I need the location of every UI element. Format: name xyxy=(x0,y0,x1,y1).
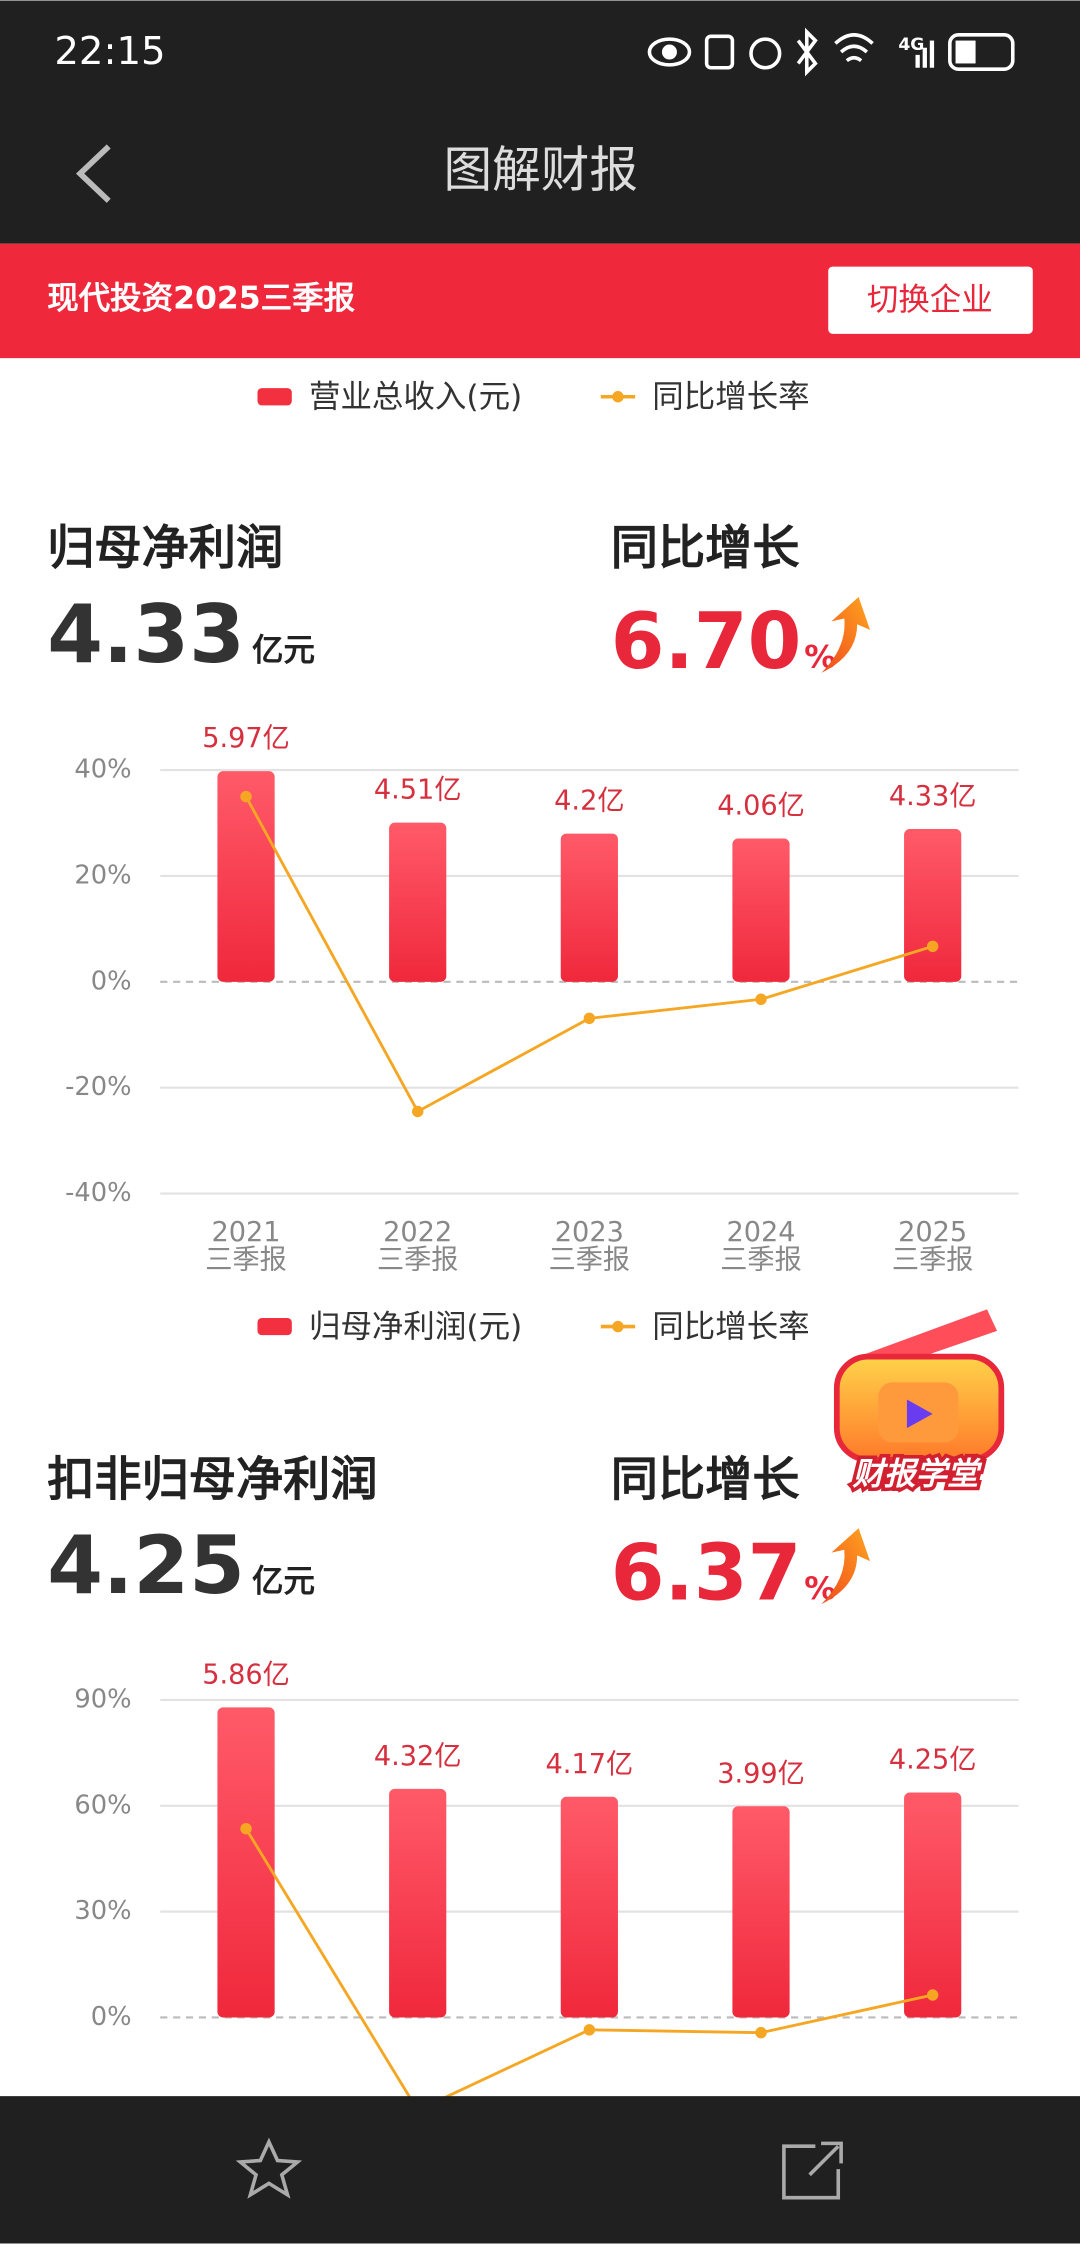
legend-label: 同比增长率 xyxy=(652,379,809,415)
bar xyxy=(560,1796,618,2018)
favorite-button[interactable] xyxy=(235,2137,303,2199)
x-tick-label: 三季报 xyxy=(377,1244,458,1275)
x-tick-label: 2025 xyxy=(898,1217,967,1248)
bar xyxy=(904,1792,962,2018)
legend-label: 同比增长率 xyxy=(652,1309,809,1345)
bar xyxy=(904,829,962,982)
value-label: 4.32亿 xyxy=(374,1741,462,1772)
growth-unit: % xyxy=(804,640,836,676)
status-time: 22:15 xyxy=(54,29,165,74)
line-point xyxy=(583,2024,596,2036)
switch-button-label[interactable]: 切换企业 xyxy=(867,282,993,318)
headline-unit: 亿元 xyxy=(252,632,315,668)
x-tick-label: 三季报 xyxy=(892,1244,973,1275)
banner-title: 现代投资2025三季报 xyxy=(47,280,355,316)
line-point xyxy=(411,1105,424,1118)
bar xyxy=(732,838,790,982)
growth-title: 同比增长 xyxy=(611,1452,801,1507)
y-tick-label: 30% xyxy=(74,1896,131,1926)
y-tick-label: 20% xyxy=(74,860,131,890)
value-label: 3.99亿 xyxy=(717,1758,805,1789)
y-tick-label: -20% xyxy=(65,1072,132,1102)
y-tick-label: -40% xyxy=(65,1178,132,1208)
value-label: 4.51亿 xyxy=(374,775,462,806)
x-tick-label: 2024 xyxy=(726,1217,795,1248)
header-title: 图解财报 xyxy=(443,143,637,199)
x-tick-label: 2023 xyxy=(555,1217,624,1248)
bottom-bar xyxy=(0,2096,1080,2244)
line-point xyxy=(755,993,767,1006)
y-tick-label: 40% xyxy=(74,755,131,785)
growth-unit: % xyxy=(804,1571,836,1607)
section-title: 归母净利润 xyxy=(47,521,283,576)
badge-label[interactable]: 财报学堂 xyxy=(848,1453,987,1496)
growth-value: 6.37 xyxy=(611,1528,802,1618)
line-point xyxy=(755,2026,767,2039)
share-button[interactable] xyxy=(782,2141,843,2200)
x-tick-label: 2022 xyxy=(383,1217,452,1248)
bar xyxy=(217,1707,275,2018)
legend-swatch xyxy=(257,1317,292,1336)
headline-unit: 亿元 xyxy=(252,1564,315,1600)
switch-button[interactable] xyxy=(828,266,1033,334)
legend-label: 营业总收入(元) xyxy=(309,379,522,415)
value-label: 4.25亿 xyxy=(889,1745,977,1776)
signal xyxy=(915,40,935,68)
value-label: 4.2亿 xyxy=(554,786,624,817)
top-bar xyxy=(0,0,1080,244)
y-tick-label: 90% xyxy=(74,1684,131,1714)
growth-title: 同比增长 xyxy=(611,521,801,576)
bar xyxy=(560,833,618,982)
section-title: 扣非归母净利润 xyxy=(47,1452,377,1507)
badge[interactable]: 财报学堂 xyxy=(833,1309,1005,1496)
growth-value: 6.70 xyxy=(611,597,802,687)
value-label: 5.86亿 xyxy=(202,1659,290,1690)
bar xyxy=(389,822,447,982)
legend-swatch xyxy=(612,1320,624,1333)
line-point xyxy=(926,1989,939,2001)
value-label: 5.97亿 xyxy=(202,723,290,754)
bar xyxy=(732,1806,790,2018)
legend-swatch xyxy=(612,391,624,403)
y-tick-label: 60% xyxy=(74,1790,131,1820)
bar xyxy=(217,771,275,982)
x-tick-label: 三季报 xyxy=(720,1244,801,1275)
value-label: 4.17亿 xyxy=(546,1749,634,1780)
line-point xyxy=(926,940,939,953)
x-tick-label: 三季报 xyxy=(549,1244,630,1275)
legend-swatch xyxy=(257,388,292,406)
back-button[interactable] xyxy=(75,144,111,203)
value-label: 4.06亿 xyxy=(717,791,805,822)
line-point xyxy=(240,1822,252,1835)
headline-value: 4.25 xyxy=(47,1519,245,1612)
y-tick-label: 0% xyxy=(91,2002,132,2032)
growth-arrow xyxy=(821,597,871,673)
line-point xyxy=(240,790,252,803)
x-tick-label: 2021 xyxy=(211,1217,280,1248)
line-point xyxy=(583,1012,596,1025)
y-tick-label: 0% xyxy=(91,966,132,996)
x-tick-label: 三季报 xyxy=(205,1244,286,1275)
status-icons xyxy=(647,27,1015,77)
headline-value: 4.33 xyxy=(47,588,245,681)
status-network: 4G xyxy=(898,35,924,55)
legend-label: 归母净利润(元) xyxy=(309,1309,522,1345)
growth-arrow xyxy=(821,1528,871,1605)
bar xyxy=(389,1788,447,2018)
value-label: 4.33亿 xyxy=(889,781,977,812)
